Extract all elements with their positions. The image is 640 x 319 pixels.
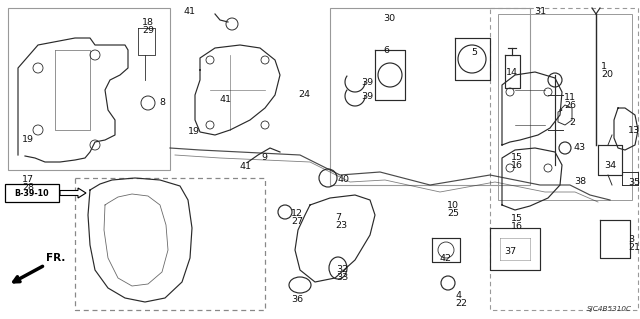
Text: 40: 40 xyxy=(337,175,349,184)
Text: 42: 42 xyxy=(440,254,452,263)
Text: 32: 32 xyxy=(336,265,348,274)
Text: 1: 1 xyxy=(601,62,607,71)
Text: 41: 41 xyxy=(219,95,231,104)
Text: 27: 27 xyxy=(291,217,303,226)
Text: 19: 19 xyxy=(22,135,34,144)
Text: 43: 43 xyxy=(574,143,586,152)
Text: 15: 15 xyxy=(511,153,523,162)
Text: 33: 33 xyxy=(336,273,348,282)
Text: 8: 8 xyxy=(159,98,165,107)
Text: 6: 6 xyxy=(383,46,389,55)
Text: SJC4B5310C: SJC4B5310C xyxy=(587,306,632,312)
Text: 5: 5 xyxy=(471,48,477,57)
FancyBboxPatch shape xyxy=(5,184,59,202)
Text: 28: 28 xyxy=(22,183,34,192)
Text: 15: 15 xyxy=(511,214,523,223)
Text: 38: 38 xyxy=(574,177,586,186)
Text: 39: 39 xyxy=(361,78,373,87)
Text: 9: 9 xyxy=(261,153,267,162)
Text: 17: 17 xyxy=(22,175,34,184)
Text: 23: 23 xyxy=(335,221,347,230)
Text: 2: 2 xyxy=(569,118,575,127)
Text: 7: 7 xyxy=(335,213,341,222)
Text: 34: 34 xyxy=(604,161,616,170)
Text: 41: 41 xyxy=(240,162,252,171)
FancyArrow shape xyxy=(60,188,86,198)
Text: 24: 24 xyxy=(298,90,310,99)
Text: 26: 26 xyxy=(564,101,576,110)
Text: 10: 10 xyxy=(447,201,459,210)
Text: 30: 30 xyxy=(383,14,395,23)
Text: 13: 13 xyxy=(628,126,640,135)
Text: 19: 19 xyxy=(188,127,200,136)
Text: 29: 29 xyxy=(142,26,154,35)
Text: FR.: FR. xyxy=(46,253,65,263)
Text: 3: 3 xyxy=(628,235,634,244)
Text: 41: 41 xyxy=(184,7,196,16)
Text: 22: 22 xyxy=(455,299,467,308)
Text: 35: 35 xyxy=(628,178,640,187)
Text: 37: 37 xyxy=(504,247,516,256)
Text: 39: 39 xyxy=(361,92,373,101)
Text: 16: 16 xyxy=(511,222,523,231)
Text: 11: 11 xyxy=(564,93,576,102)
Text: 31: 31 xyxy=(534,7,546,16)
Text: 36: 36 xyxy=(291,295,303,304)
Text: 16: 16 xyxy=(511,161,523,170)
Text: 25: 25 xyxy=(447,209,459,218)
Text: 12: 12 xyxy=(291,209,303,218)
Text: B-39-10: B-39-10 xyxy=(15,189,49,197)
Text: 21: 21 xyxy=(628,243,640,252)
Text: 18: 18 xyxy=(142,18,154,27)
Text: 4: 4 xyxy=(455,291,461,300)
Text: 20: 20 xyxy=(601,70,613,79)
Text: 14: 14 xyxy=(506,68,518,77)
